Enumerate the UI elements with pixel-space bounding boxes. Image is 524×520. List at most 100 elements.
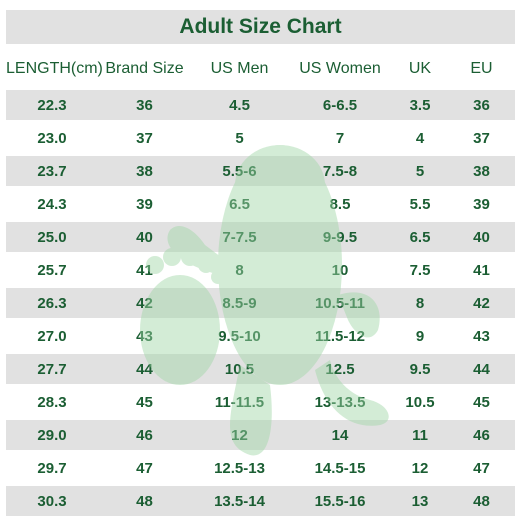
table-row: 30.3 48 13.5-14 15.5-16 13 48 [6,486,515,516]
header-brand-size: Brand Size [105,60,184,77]
cell-eu: 44 [473,360,490,378]
cell-length: 29.7 [37,459,67,477]
cell-brand-size: 42 [136,294,153,312]
cell-brand-size: 43 [136,327,153,345]
table-row: 24.3 39 6.5 8.5 5.5 39 [6,189,515,219]
table-row: 29.0 46 12 14 11 46 [6,420,515,450]
cell-uk: 5.5 [409,195,431,213]
table-row: 25.0 40 7-7.5 9-9.5 6.5 40 [6,222,515,252]
cell-uk: 7.5 [409,261,431,279]
cell-uk: 5 [415,162,425,180]
cell-eu: 37 [473,129,490,147]
table-row: 22.3 36 4.5 6-6.5 3.5 36 [6,90,515,120]
cell-us-men: 8 [235,261,244,279]
cell-us-men: 5.5-6 [222,162,257,180]
table-row: 27.0 43 9.5-10 11.5-12 9 43 [6,321,515,351]
cell-length: 25.0 [37,228,67,246]
table-row: 23.7 38 5.5-6 7.5-8 5 38 [6,156,515,186]
cell-us-women: 12.5 [325,360,355,378]
cell-us-men: 7-7.5 [222,228,257,246]
cell-eu: 38 [473,162,490,180]
cell-eu: 43 [473,327,490,345]
cell-length: 29.0 [37,426,67,444]
cell-us-men: 13.5-14 [214,492,265,510]
cell-length: 30.3 [37,492,67,510]
cell-brand-size: 46 [136,426,153,444]
cell-eu: 41 [473,261,490,279]
cell-uk: 9 [415,327,425,345]
table-row: 28.3 45 11-11.5 13-13.5 10.5 45 [6,387,515,417]
cell-length: 22.3 [37,96,67,114]
cell-brand-size: 39 [136,195,153,213]
cell-us-men: 11-11.5 [214,393,265,411]
cell-length: 28.3 [37,393,67,411]
cell-us-women: 8.5 [329,195,351,213]
cell-eu: 47 [473,459,490,477]
size-chart: Adult Size Chart LENGTH(cm) Brand Size U… [6,10,515,519]
cell-uk: 13 [411,492,429,510]
cell-us-men: 5 [235,129,244,147]
cell-uk: 6.5 [409,228,431,246]
cell-us-women: 7.5-8 [322,162,358,180]
cell-us-women: 9-9.5 [322,228,358,246]
cell-length: 23.7 [37,162,67,180]
cell-us-men: 10.5 [224,360,255,378]
cell-brand-size: 38 [136,162,153,180]
cell-us-women: 10 [331,261,349,279]
title-bar: Adult Size Chart [6,10,515,44]
cell-length: 27.7 [37,360,67,378]
table-header: LENGTH(cm) Brand Size US Men US Women UK… [6,48,515,90]
cell-uk: 12 [411,459,429,477]
cell-eu: 42 [473,294,490,312]
table-body: 22.3 36 4.5 6-6.5 3.5 36 23.0 37 5 7 4 37 23.7 38 5.5-… [6,90,515,516]
cell-us-women: 15.5-16 [314,492,366,510]
cell-length: 24.3 [37,195,67,213]
cell-us-men: 4.5 [229,96,250,114]
cell-eu: 48 [473,492,490,510]
cell-length: 27.0 [37,327,67,345]
cell-length: 25.7 [37,261,67,279]
cell-us-men: 12 [231,426,248,444]
table-row: 23.0 37 5 7 4 37 [6,123,515,153]
cell-us-women: 6-6.5 [322,96,358,114]
cell-uk: 9.5 [409,360,431,378]
chart-title: Adult Size Chart [179,15,342,38]
cell-eu: 46 [473,426,490,444]
cell-length: 23.0 [37,129,67,147]
cell-us-men: 12.5-13 [214,459,265,477]
cell-us-women: 13-13.5 [314,393,366,411]
header-eu: EU [470,60,493,77]
cell-uk: 10.5 [405,393,435,411]
cell-brand-size: 41 [136,261,153,279]
cell-brand-size: 45 [136,393,153,411]
cell-brand-size: 47 [136,459,153,477]
cell-us-women: 7 [335,129,345,147]
header-us-women: US Women [299,60,381,77]
cell-uk: 4 [415,129,425,147]
cell-uk: 11 [412,426,428,444]
cell-length: 26.3 [37,294,67,312]
cell-us-men: 8.5-9 [222,294,257,312]
header-length: LENGTH(cm) [6,60,103,77]
cell-eu: 45 [473,393,490,411]
cell-brand-size: 37 [136,129,153,147]
header-uk: UK [408,60,432,77]
table-row: 26.3 42 8.5-9 10.5-11 8 42 [6,288,515,318]
cell-brand-size: 44 [136,360,153,378]
cell-brand-size: 40 [136,228,153,246]
cell-eu: 36 [473,96,490,114]
cell-us-men: 6.5 [229,195,250,213]
cell-us-women: 14 [331,426,349,444]
cell-eu: 40 [473,228,490,246]
cell-brand-size: 36 [136,96,153,114]
cell-brand-size: 48 [136,492,153,510]
table-row: 27.7 44 10.5 12.5 9.5 44 [6,354,515,384]
cell-uk: 3.5 [409,96,431,114]
table-row: 29.7 47 12.5-13 14.5-15 12 47 [6,453,515,483]
header-us-men: US Men [210,60,269,77]
cell-us-women: 14.5-15 [314,459,366,477]
cell-us-women: 11.5-12 [314,327,366,345]
table-row: 25.7 41 8 10 7.5 41 [6,255,515,285]
cell-us-men: 9.5-10 [218,327,261,345]
cell-eu: 39 [473,195,490,213]
